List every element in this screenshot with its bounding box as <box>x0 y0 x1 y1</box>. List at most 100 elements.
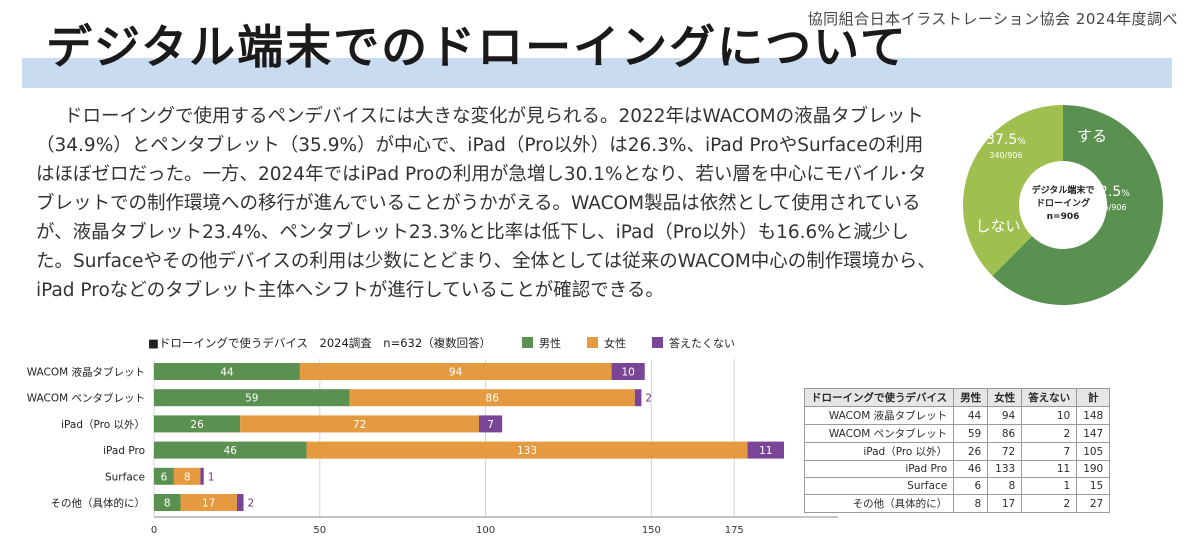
category-label-2: iPad（Pro 以外） <box>61 419 145 431</box>
legend-label-2: 答えたくない <box>669 336 735 350</box>
bar-0-1 <box>299 363 612 380</box>
table-cell-value: 17 <box>987 494 1023 513</box>
bar-1-2 <box>634 389 642 407</box>
table-cell-value: 10 <box>1021 406 1078 425</box>
bar-2-1 <box>240 415 479 433</box>
table-row: WACOM ペンタブレット 59 86 2 147 <box>803 424 1111 443</box>
table-cell-value: 2 <box>1021 424 1078 443</box>
stacked-bar-chart: ■ドローイングで使うデバイス 2024調査 n=632（複数回答） 男性 女性 答えた… <box>27 336 838 536</box>
legend-item-0: 男性 <box>522 336 561 350</box>
bar-label-5-0: 8 <box>164 498 171 510</box>
bar-label-3-0: 46 <box>224 445 238 457</box>
bar-1-1 <box>349 389 635 407</box>
x-tick-label-4: 175 <box>725 525 744 536</box>
category-label-5: その他（具体的に） <box>51 497 146 510</box>
table-cell-value: 190 <box>1076 460 1111 478</box>
table-cell-value: 147 <box>1076 424 1111 443</box>
legend-item-2: 答えたくない <box>652 336 735 350</box>
category-label-4: Surface <box>105 471 145 483</box>
table-cell-value: 148 <box>1076 406 1111 425</box>
table-cell-device: WACOM 液晶タブレット <box>803 406 955 425</box>
donut-center-label-1: ドローイング <box>1036 197 1090 209</box>
x-tick-label-1: 50 <box>313 525 326 536</box>
category-label-1: WACOM ペンタブレット <box>27 392 145 405</box>
donut-center-label-0: デジタル端末で <box>1032 184 1095 196</box>
bar-label-5-2: 2 <box>248 498 255 510</box>
bar-2-0 <box>154 415 241 433</box>
table-cell-value: 44 <box>953 406 989 425</box>
bar-label-2-2: 7 <box>487 419 494 431</box>
bar-label-2-1: 72 <box>353 419 366 431</box>
table-cell-value: 46 <box>953 460 989 478</box>
donut-slice-1 <box>963 105 1063 276</box>
legend-swatch-0 <box>522 337 533 348</box>
bar-label-0-2: 10 <box>621 367 634 379</box>
bar-5-1 <box>180 494 237 511</box>
table-header-3: 答えない <box>1021 388 1078 407</box>
table-header-1: 男性 <box>953 388 989 407</box>
bar-0-2 <box>611 363 645 380</box>
bar-label-4-2: 1 <box>208 471 215 483</box>
bar-label-1-1: 86 <box>486 393 500 405</box>
category-label-0: WACOM 液晶タブレット <box>27 366 145 379</box>
bar-0-0 <box>154 363 300 380</box>
table-cell-value: 1 <box>1021 477 1078 495</box>
table-cell-value: 2 <box>1021 494 1078 513</box>
bar-label-5-1: 17 <box>202 498 215 510</box>
bar-label-0-1: 94 <box>449 367 463 379</box>
table-cell-value: 26 <box>953 442 989 461</box>
table-body: WACOM 液晶タブレット 44 94 10 148 WACOM ペンタブレット 59 86 2… <box>803 406 1111 513</box>
table-cell-device: Surface <box>803 477 955 495</box>
table-cell-value: 8 <box>987 477 1023 495</box>
device-table: ドローイングで使うデバイス 男性 女性 答えない計 WACOM 液晶タブレット 44 94… <box>803 388 1111 513</box>
table-cell-value: 133 <box>987 460 1023 478</box>
category-label-3: iPad Pro <box>103 445 145 457</box>
bar-2-2 <box>478 415 503 433</box>
table-cell-device: iPad Pro <box>803 460 955 478</box>
table-cell-value: 59 <box>953 424 989 443</box>
x-tick-label-0: 0 <box>151 525 157 536</box>
table-row: Surface 6 8 1 15 <box>803 477 1111 495</box>
bar-3-0 <box>154 441 307 459</box>
legend-swatch-2 <box>652 337 663 348</box>
table-cell-device: iPad（Pro 以外） <box>803 442 955 461</box>
bar-label-0-0: 44 <box>220 367 234 379</box>
donut-slice-0 <box>992 105 1163 305</box>
donut-slice-label-1: しない <box>975 217 1020 235</box>
x-tick-label-2: 100 <box>476 525 495 536</box>
donut-slice-label-0: する <box>1077 127 1107 145</box>
bar-label-4-1: 8 <box>184 471 191 483</box>
donut-slice-percent-1: 37.5% <box>986 132 1026 148</box>
bar-label-2-0: 26 <box>190 419 204 431</box>
table-row: iPad Pro 46 133 11 190 <box>803 460 1111 478</box>
bar-4-0 <box>154 467 174 485</box>
title-band <box>22 58 1172 88</box>
bar-label-1-2: 2 <box>645 393 652 405</box>
bar-5-0 <box>154 494 181 511</box>
table-cell-device: WACOM ペンタブレット <box>803 424 955 443</box>
bar-label-4-0: 6 <box>161 471 168 483</box>
survey-source: 協同組合日本イラストレーション協会 2024年度調べ <box>807 10 1178 28</box>
bar-label-3-2: 11 <box>759 445 772 457</box>
bar-3-2 <box>747 441 784 459</box>
table-cell-value: 11 <box>1021 460 1078 478</box>
table-row: その他（具体的に） 8 17 2 27 <box>803 494 1111 513</box>
donut-slice-fraction-1: 340/906 <box>989 151 1022 160</box>
bar-chart-title: ■ドローイングで使うデバイス 2024調査 n=632（複数回答） <box>148 336 491 350</box>
table-header-2: 女性 <box>987 388 1023 407</box>
table-cell-value: 94 <box>987 406 1023 425</box>
bar-4-2 <box>200 467 204 485</box>
x-tick-label-3: 150 <box>642 525 661 536</box>
table-cell-value: 27 <box>1076 494 1111 513</box>
bar-1-0 <box>154 389 350 407</box>
table-cell-value: 6 <box>953 477 989 495</box>
table-cell-value: 7 <box>1021 442 1078 461</box>
bar-4-1 <box>173 467 201 485</box>
donut-slice-fraction-0: 566/906 <box>1093 203 1126 212</box>
legend-label-0: 男性 <box>539 336 561 350</box>
table-cell-value: 15 <box>1076 477 1111 495</box>
table-header-0: ドローイングで使うデバイス <box>803 388 955 407</box>
table-cell-value: 105 <box>1076 442 1111 461</box>
legend-item-1: 女性 <box>587 336 626 350</box>
table-row: WACOM 液晶タブレット 44 94 10 148 <box>803 406 1111 425</box>
